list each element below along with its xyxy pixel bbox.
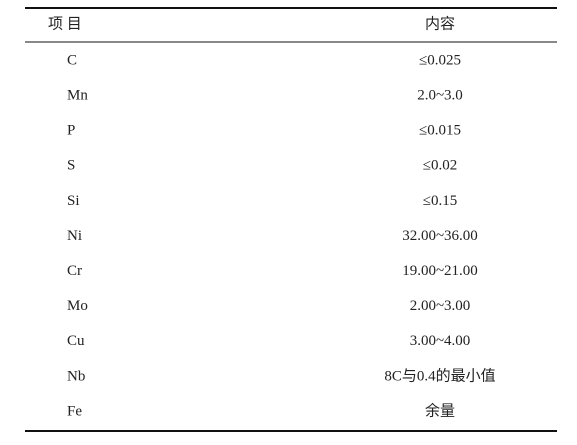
item-cell: P (67, 123, 75, 139)
content-cell: 8C与0.4的最小值 (384, 367, 495, 384)
content-cell: 余量 (425, 401, 455, 419)
item-cell: Si (67, 193, 80, 209)
content-cell: 3.00~4.00 (410, 333, 471, 349)
content-cell: ≤0.02 (423, 158, 457, 174)
item-cell: S (67, 158, 75, 174)
item-cell: Ni (67, 228, 82, 244)
header-cell: 内容 (425, 15, 455, 32)
item-cell: C (67, 52, 77, 68)
item-cell: Cu (67, 333, 85, 349)
item-cell: Mo (67, 298, 88, 314)
content-cell: 19.00~21.00 (402, 263, 478, 279)
content-cell: ≤0.15 (423, 193, 457, 209)
item-cell: Mn (67, 88, 88, 104)
header-cell: 项 目 (48, 15, 82, 32)
item-cell: Nb (67, 368, 85, 384)
item-cell: Cr (67, 263, 82, 279)
content-cell: ≤0.025 (419, 52, 461, 68)
content-cell: 32.00~36.00 (402, 228, 478, 244)
content-cell: ≤0.015 (419, 123, 461, 139)
content-cell: 2.00~3.00 (410, 298, 471, 314)
content-cell: 2.0~3.0 (417, 88, 463, 104)
item-cell: Fe (67, 403, 82, 419)
